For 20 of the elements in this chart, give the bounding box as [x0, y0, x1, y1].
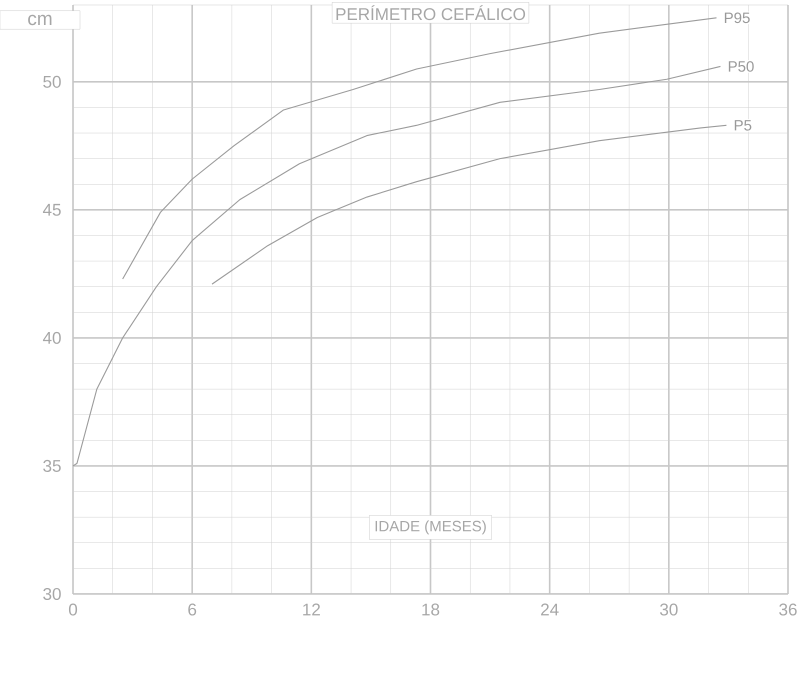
- line-series: [72, 66, 722, 466]
- series-label: P95: [724, 12, 750, 24]
- x-tick-label: 18: [422, 604, 440, 616]
- x-tick-label: 30: [660, 604, 678, 616]
- y-tick-label: 30: [43, 588, 61, 600]
- x-axis-title: IDADE (MESES): [376, 520, 486, 534]
- y-tick-label: 45: [42, 204, 61, 216]
- y-tick-label: 50: [43, 76, 61, 88]
- y-tick-label: 35: [43, 460, 61, 472]
- line-series: [211, 124, 727, 285]
- x-tick-label: 24: [541, 604, 559, 616]
- series-label: P50: [728, 61, 754, 72]
- x-tick-label: 0: [68, 604, 78, 616]
- series-label: P5: [734, 120, 752, 131]
- x-tick-label: 6: [188, 604, 196, 616]
- x-tick-label: 36: [779, 604, 797, 616]
- chart-title: PERÍMETRO CEFÁLICO: [336, 5, 526, 20]
- y-tick-label: 40: [42, 332, 61, 344]
- x-tick-label: 12: [303, 604, 320, 616]
- y-axis-title: cm: [28, 14, 52, 26]
